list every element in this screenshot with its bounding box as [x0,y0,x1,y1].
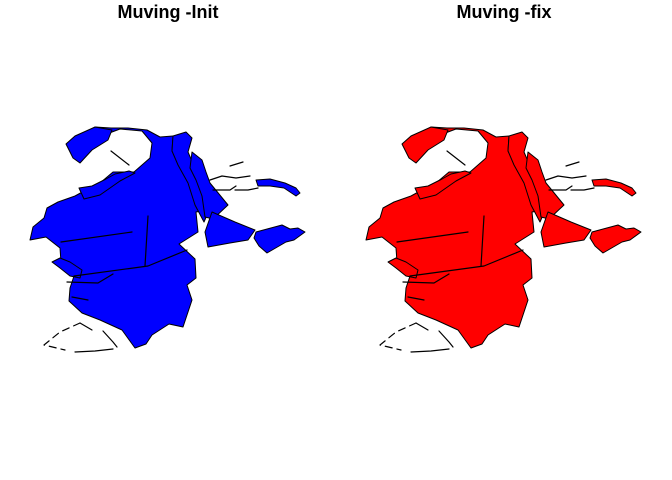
region-northeast [255,178,301,197]
region-northeast [591,178,637,197]
region-group [29,126,306,349]
boundary-line [234,187,259,191]
boundary-line [60,231,133,243]
boundary-line [402,273,450,284]
region-north [401,126,449,164]
boundary-line [438,330,454,348]
boundary-line [102,330,118,348]
boundary-line [212,185,237,191]
dashed-line [43,322,81,351]
boundary-line [409,249,524,277]
region-southeast [540,211,592,248]
map-init [29,126,306,353]
boundary-line [480,215,485,267]
boundary-line [548,185,573,191]
region-north [65,126,113,164]
boundary-line [74,348,114,353]
boundary-line [66,273,114,284]
boundary-line [410,348,450,353]
boundary-line [415,322,429,331]
map-fix [365,126,642,353]
boundary-line [110,150,130,166]
boundary-line [570,187,595,191]
map-panel-init: Muving -Init [29,2,306,353]
region-group [365,126,642,349]
region-fareast [253,224,306,254]
boundary-line [209,175,251,181]
region-west [51,257,83,279]
region-southeast [204,211,256,248]
boundary-line [565,161,580,167]
region-northwest [414,170,472,200]
region-fareast [589,224,642,254]
boundary-line [446,150,466,166]
boundary-line [545,175,587,181]
map-panel-fix: Muving -fix [336,0,672,480]
region-northwest [78,170,136,200]
boundary-line [396,231,469,243]
boundary-line [407,296,425,301]
region-west [387,257,419,279]
boundary-line [73,249,188,277]
dashed-line [379,322,417,351]
boundary-line [144,215,149,267]
boundary-line [71,296,89,301]
panel-title-init: Muving -Init [117,2,219,22]
boundary-lines [396,150,595,301]
dashed-boundary [43,322,118,353]
panel-title-fix: Muving -fix [456,2,552,22]
boundary-line [79,322,93,331]
boundary-lines [60,150,259,301]
dashed-boundary [379,322,454,353]
boundary-line [229,161,244,167]
